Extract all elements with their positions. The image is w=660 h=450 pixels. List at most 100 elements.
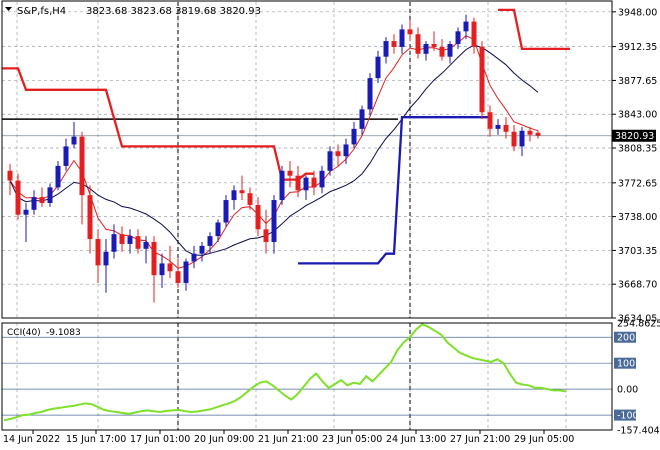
candle-body	[327, 151, 333, 171]
upper-stop-line	[498, 8, 570, 51]
candle-body	[175, 271, 181, 283]
candle	[303, 175, 309, 201]
candle-body	[71, 136, 77, 145]
candle-body	[31, 197, 37, 210]
candle	[15, 173, 21, 220]
time-tick-label: 20 Jun 09:00	[194, 434, 254, 445]
candle-body	[271, 200, 277, 242]
candle	[511, 124, 517, 152]
cci-level-badge	[614, 409, 636, 421]
candle	[231, 185, 237, 210]
cci-scale-label: 254.8625	[617, 319, 660, 330]
candle	[471, 17, 477, 54]
candle	[55, 161, 61, 191]
candle-body	[167, 263, 173, 272]
candle	[479, 41, 485, 120]
cci-line	[3, 323, 567, 422]
candle	[183, 258, 189, 291]
candle	[71, 122, 77, 149]
candle-body	[127, 236, 133, 244]
candle	[215, 219, 221, 242]
candle-body	[255, 204, 261, 230]
price-tick-label: 3808.35	[618, 144, 657, 155]
candle-body	[447, 44, 453, 57]
candle	[319, 165, 325, 194]
candle	[167, 245, 173, 279]
candle	[23, 202, 29, 242]
candle	[199, 241, 205, 262]
candle-body	[311, 177, 317, 188]
candle-body	[159, 263, 165, 276]
ohlc-readout: 3823.68 3823.68 3819.68 3820.93	[86, 6, 261, 17]
candle-body	[375, 56, 381, 79]
candle-body	[431, 44, 437, 47]
candle-body	[223, 200, 229, 223]
candle	[415, 27, 421, 59]
candle	[383, 37, 389, 64]
candle	[447, 41, 453, 64]
candle-body	[63, 146, 69, 166]
candle	[143, 236, 149, 264]
candle	[7, 163, 13, 196]
candle-body	[423, 44, 429, 54]
chart-title: S&P,fs,H4	[17, 6, 66, 17]
candle	[263, 209, 269, 254]
price-tick-label: 3877.65	[618, 76, 657, 87]
candle	[287, 161, 293, 188]
candle	[103, 239, 109, 293]
candle-body	[239, 190, 245, 194]
candle	[495, 119, 501, 135]
candle	[239, 175, 245, 201]
price-tick-label: 3948.00	[618, 7, 657, 18]
candle	[79, 131, 85, 225]
candle	[159, 253, 165, 288]
candle-body	[367, 78, 373, 110]
candle	[247, 187, 253, 210]
candle-body	[79, 136, 85, 196]
candle-body	[55, 165, 61, 188]
candle	[423, 41, 429, 61]
candle	[87, 185, 93, 254]
price-tick-label: 3668.70	[618, 280, 657, 291]
current-price-label: 3820.93	[615, 131, 654, 142]
candle	[519, 126, 525, 157]
candle	[39, 187, 45, 207]
candle-body	[359, 109, 365, 129]
candle	[31, 190, 37, 215]
candle-body	[103, 251, 109, 266]
candle	[175, 258, 181, 288]
chart-menu-icon[interactable]	[5, 7, 12, 11]
time-tick-label: 29 Jun 05:00	[514, 434, 574, 445]
candle-body	[295, 175, 301, 191]
candle-body	[15, 180, 21, 215]
candle-body	[351, 128, 357, 145]
time-tick-label: 21 Jun 21:00	[258, 434, 318, 445]
candle-body	[399, 29, 405, 47]
candle-body	[319, 170, 325, 188]
time-tick-label: 23 Jun 05:00	[322, 434, 382, 445]
price-tick-label: 3843.00	[618, 110, 657, 121]
candle-body	[231, 190, 237, 201]
cci-scale-label: 0.00	[617, 385, 638, 396]
candle-body	[495, 124, 501, 129]
candle-body	[23, 209, 29, 215]
cci-scale-label: -100	[617, 411, 639, 422]
cci-scale-label: -157.4043	[617, 426, 660, 437]
candle	[527, 126, 533, 142]
candle	[63, 138, 69, 171]
candle	[295, 165, 301, 198]
candle-body	[479, 46, 485, 113]
current-price-badge	[612, 129, 656, 142]
candle-body	[199, 245, 205, 254]
candle	[223, 195, 229, 227]
candle-body	[247, 193, 253, 205]
candle	[255, 197, 261, 237]
candle-body	[95, 239, 101, 266]
cci-level-badge	[614, 357, 636, 369]
candle-body	[279, 170, 285, 201]
candle-body	[463, 21, 469, 32]
candle	[503, 117, 509, 139]
candle	[271, 195, 277, 254]
